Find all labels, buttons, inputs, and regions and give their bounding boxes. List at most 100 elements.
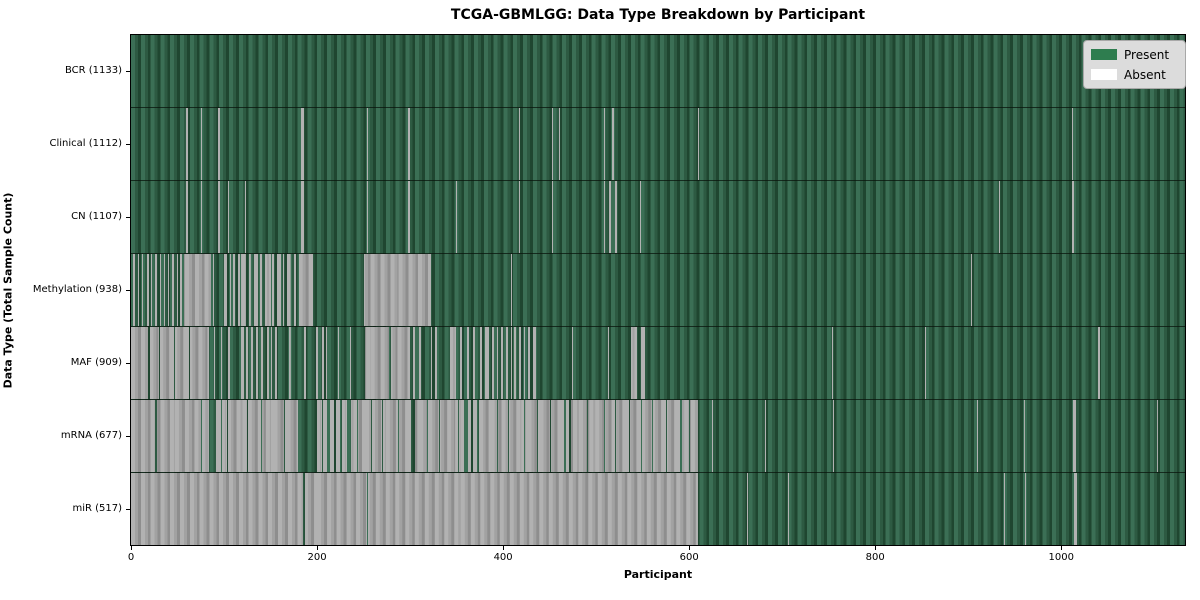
absent-segment — [132, 254, 135, 326]
absent-segment — [459, 400, 465, 472]
x-tick-mark — [689, 546, 691, 550]
absent-segment — [1057, 473, 1059, 545]
absent-segment — [435, 327, 438, 399]
absent-segment — [287, 254, 291, 326]
absent-segment — [629, 400, 641, 472]
y-tick-label-mrna: mRNA (677) — [60, 430, 122, 442]
absent-segment — [450, 327, 456, 399]
absent-segment — [485, 327, 490, 399]
absent-segment — [282, 254, 285, 326]
absent-segment — [229, 254, 232, 326]
y-tick-mark — [126, 143, 130, 145]
absent-segment — [233, 254, 236, 326]
absent-segment — [1073, 400, 1077, 472]
absent-segment — [367, 108, 369, 180]
absent-segment — [224, 254, 227, 326]
absent-segment — [552, 181, 554, 253]
absent-segment — [255, 327, 258, 399]
absent-segment — [253, 254, 258, 326]
chart-title: TCGA-GBMLGG: Data Type Breakdown by Part… — [450, 7, 866, 23]
x-tick-label: 400 — [493, 552, 513, 563]
absent-segment — [518, 327, 521, 399]
absent-segment — [552, 108, 554, 180]
absent-segment — [189, 327, 210, 399]
y-tick-mark — [126, 509, 130, 511]
absent-segment — [249, 254, 251, 326]
absent-segment — [149, 327, 159, 399]
x-tick-label: 0 — [127, 552, 135, 563]
absent-segment — [317, 400, 322, 472]
absent-segment — [299, 254, 314, 326]
absent-segment — [180, 254, 183, 326]
absent-segment — [641, 400, 652, 472]
absent-segment — [371, 400, 383, 472]
absent-segment — [168, 254, 170, 326]
absent-segment — [414, 400, 427, 472]
absent-segment — [261, 327, 264, 399]
absent-segment — [364, 254, 431, 326]
absent-segment — [304, 327, 306, 399]
y-tick-label-methylation: Methylation (938) — [32, 284, 122, 295]
absent-segment — [524, 400, 537, 472]
absent-segment — [518, 108, 520, 180]
absent-segment — [240, 327, 244, 399]
absent-segment — [467, 400, 472, 472]
absent-segment — [652, 400, 666, 472]
absent-segment — [200, 181, 202, 253]
absent-segment — [200, 108, 202, 180]
absent-segment — [430, 327, 433, 399]
absent-segment — [571, 327, 573, 399]
absent-segment — [304, 473, 368, 545]
absent-segment — [924, 327, 927, 399]
heatmap-row-clinical — [131, 108, 1185, 181]
absent-segment — [1003, 473, 1005, 545]
absent-segment — [639, 181, 641, 253]
legend-label: Absent — [1124, 67, 1166, 82]
absent-segment — [231, 400, 248, 472]
absent-segment — [350, 400, 358, 472]
absent-segment — [690, 400, 698, 472]
absent-segment — [1024, 400, 1025, 472]
absent-segment — [833, 400, 835, 472]
absent-segment — [185, 108, 188, 180]
absent-segment — [510, 327, 513, 399]
absent-segment — [614, 181, 617, 253]
absent-segment — [478, 400, 485, 472]
absent-segment — [473, 400, 478, 472]
absent-segment — [505, 327, 508, 399]
absent-segment — [237, 254, 240, 326]
absent-segment — [218, 108, 221, 180]
absent-segment — [528, 327, 531, 399]
absent-segment — [264, 254, 271, 326]
absent-segment — [491, 327, 494, 399]
legend-swatch-absent — [1091, 69, 1117, 80]
absent-segment — [1098, 327, 1101, 399]
legend-item-present: Present — [1091, 46, 1178, 63]
absent-segment — [251, 327, 253, 399]
absent-segment — [270, 327, 273, 399]
absent-segment — [631, 327, 638, 399]
absent-segment — [501, 327, 504, 399]
absent-segment — [408, 181, 411, 253]
absent-segment — [137, 254, 140, 326]
absent-segment — [330, 400, 334, 472]
absent-segment — [412, 327, 415, 399]
heatmap-row-mrna — [131, 400, 1185, 473]
absent-segment — [227, 181, 229, 253]
absent-segment — [271, 400, 285, 472]
absent-segment — [609, 181, 612, 253]
absent-segment — [146, 254, 149, 326]
absent-segment — [473, 327, 476, 399]
x-tick-mark — [131, 546, 132, 550]
absent-segment — [266, 327, 269, 399]
absent-segment — [485, 400, 497, 472]
absent-segment — [365, 327, 389, 399]
absent-segment — [611, 108, 614, 180]
x-tick-label: 600 — [679, 552, 699, 563]
absent-segment — [174, 327, 189, 399]
absent-segment — [496, 327, 499, 399]
absent-segment — [368, 473, 698, 545]
absent-segment — [1072, 181, 1075, 253]
y-tick-label-mir: miR (517) — [72, 503, 122, 515]
absent-segment — [213, 327, 215, 399]
